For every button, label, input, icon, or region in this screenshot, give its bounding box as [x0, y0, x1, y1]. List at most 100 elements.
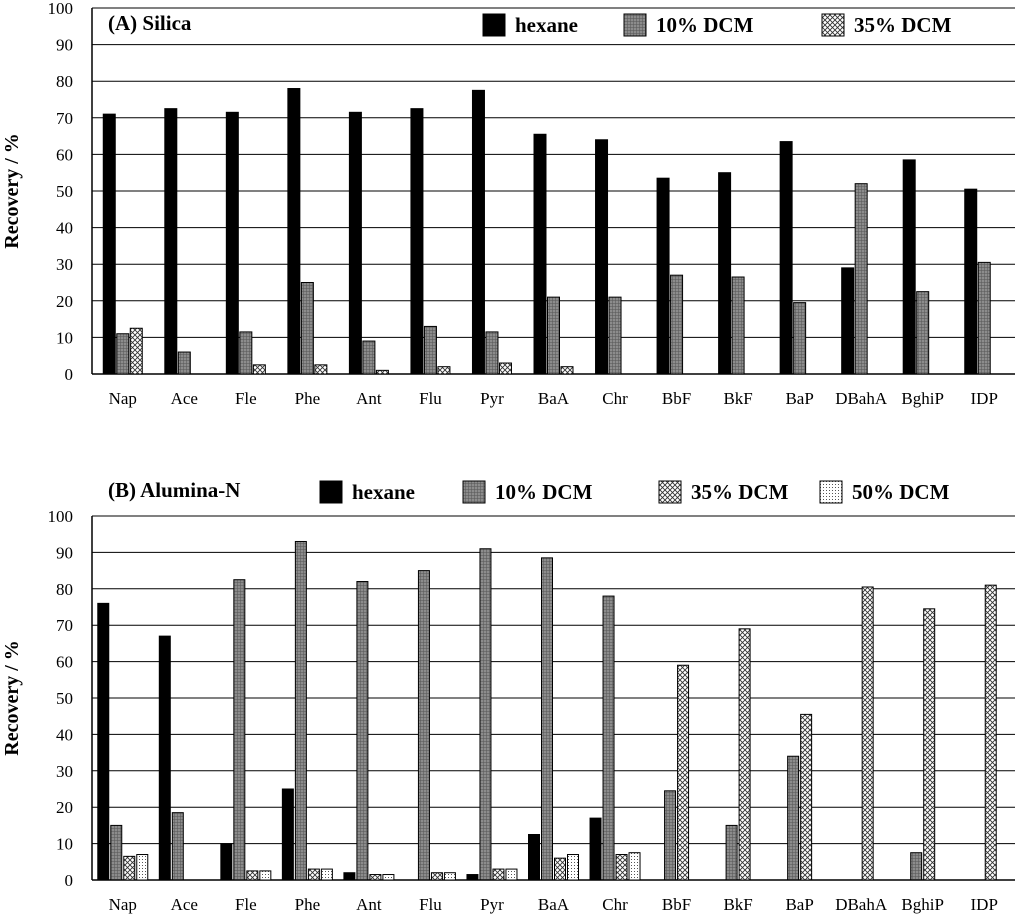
x-tick-label: BaP [785, 895, 813, 914]
x-tick-label: Pyr [480, 895, 504, 914]
x-tick-label: Fle [235, 389, 257, 408]
bar-ant-35-dcm [369, 874, 382, 881]
bar-bkf-hexane [718, 172, 732, 375]
x-tick-label: Chr [602, 389, 628, 408]
x-tick-label: DBahA [835, 895, 888, 914]
x-tick-label: Phe [295, 389, 321, 408]
bar-phe-10-dcm [294, 540, 307, 881]
bar-nap-10-dcm [116, 333, 130, 375]
y-tick-label: 20 [56, 798, 73, 817]
bar-bap-hexane [779, 141, 793, 375]
bar-nap-50-dcm [136, 854, 149, 881]
bar-idp-35-dcm [984, 584, 997, 881]
x-tick-label: BbF [662, 389, 691, 408]
y-tick-label: 60 [56, 653, 73, 672]
x-tick-label: Ace [171, 389, 198, 408]
bar-flu-35-dcm [430, 872, 443, 881]
y-tick-label: 90 [56, 543, 73, 562]
bar-bbf-10-dcm [670, 274, 684, 375]
bar-pyr-50-dcm [505, 868, 518, 881]
bar-baa-10-dcm [541, 557, 553, 881]
x-tick-label: Chr [602, 895, 628, 914]
bar-flu-10-dcm [417, 570, 430, 881]
x-tick-label: Ace [171, 895, 198, 914]
legend-label: hexane [515, 13, 578, 37]
bar-baa-10-dcm [547, 296, 560, 375]
bar-chr-35-dcm [615, 854, 628, 881]
bar-ace-10-dcm [177, 351, 191, 375]
bar-chr-50-dcm [628, 852, 641, 881]
legend-label: hexane [352, 480, 415, 504]
bar-ant-hexane [343, 872, 356, 881]
legend-label: 35% DCM [691, 480, 789, 504]
bar-phe-hexane [281, 788, 294, 881]
bar-bap-10-dcm [787, 755, 800, 881]
legend-label: 50% DCM [852, 480, 950, 504]
x-tick-label: Flu [419, 389, 442, 408]
bar-ace-10-dcm [171, 812, 184, 881]
panel-title: (B) Alumina-N [108, 478, 240, 502]
y-tick-label: 100 [48, 507, 74, 526]
x-tick-label: BkF [723, 895, 752, 914]
x-tick-label: Flu [419, 895, 442, 914]
bar-bghip-35-dcm [923, 608, 936, 881]
y-tick-label: 70 [56, 109, 73, 128]
legend-swatch [623, 13, 647, 37]
y-tick-label: 30 [56, 762, 73, 781]
x-tick-label: Phe [295, 895, 321, 914]
bar-nap-10-dcm [110, 824, 123, 881]
bar-baa-50-dcm [567, 854, 579, 881]
y-tick-label: 80 [56, 580, 73, 599]
x-tick-label: BghiP [901, 389, 944, 408]
panel-b: 0 10 20 30 40 50 60 70 80 90 100 Nap Ace Fle Phe Ant Flu… [1, 478, 1015, 914]
x-tick-label: Ant [356, 389, 382, 408]
x-tick-label: Nap [109, 895, 137, 914]
bar-bghip-10-dcm [916, 291, 930, 375]
panel-a: 0 10 20 30 40 50 60 70 80 90 100 Nap Ace Fle Phe Ant Flu… [1, 0, 1015, 408]
y-tick-label: 100 [48, 0, 74, 18]
bar-phe-hexane [287, 88, 301, 375]
legend-swatch [319, 480, 343, 504]
bar-phe-10-dcm [300, 282, 314, 375]
legend-swatch [462, 480, 486, 504]
legend-swatch [821, 13, 845, 37]
bar-bkf-35-dcm [738, 628, 751, 881]
bar-fle-35-dcm [252, 364, 266, 375]
y-tick-label: 40 [56, 725, 73, 744]
legend-label: 10% DCM [656, 13, 754, 37]
x-tick-label: BkF [723, 389, 752, 408]
y-axis-label: Recovery / % [1, 133, 23, 249]
y-tick-label: 0 [65, 365, 74, 384]
bar-baa-hexane [528, 834, 540, 881]
bar-bkf-10-dcm [725, 824, 738, 881]
bar-phe-35-dcm [314, 364, 328, 375]
y-tick-label: 30 [56, 255, 73, 274]
bar-baa-35-dcm [554, 857, 566, 881]
bar-bap-35-dcm [800, 713, 813, 881]
bar-bkf-10-dcm [731, 276, 745, 375]
bar-chr-10-dcm [602, 595, 615, 881]
x-tick-label: Fle [235, 895, 257, 914]
bar-flu-50-dcm [443, 872, 456, 881]
x-tick-label: IDP [971, 895, 998, 914]
y-tick-label: 60 [56, 145, 73, 164]
y-tick-label: 40 [56, 219, 73, 238]
y-tick-label: 90 [56, 36, 73, 55]
bar-nap-35-dcm [123, 855, 136, 881]
bar-bbf-10-dcm [664, 790, 677, 881]
y-axis-label: Recovery / % [1, 640, 23, 756]
x-tick-label: BghiP [901, 895, 944, 914]
bar-nap-hexane [102, 113, 116, 375]
bar-dbaha-35-dcm [861, 586, 874, 881]
bar-ant-10-dcm [362, 340, 376, 375]
bar-dbaha-hexane [841, 267, 855, 375]
bar-pyr-10-dcm [485, 331, 499, 375]
bar-idp-hexane [964, 188, 978, 375]
x-tick-label: Pyr [480, 389, 504, 408]
bar-bap-10-dcm [793, 302, 807, 375]
y-tick-label: 0 [65, 871, 74, 890]
bar-dbaha-10-dcm [854, 183, 868, 375]
panel-title: (A) Silica [108, 11, 192, 35]
bar-baa-hexane [533, 133, 547, 375]
bar-ace-hexane [164, 108, 178, 375]
